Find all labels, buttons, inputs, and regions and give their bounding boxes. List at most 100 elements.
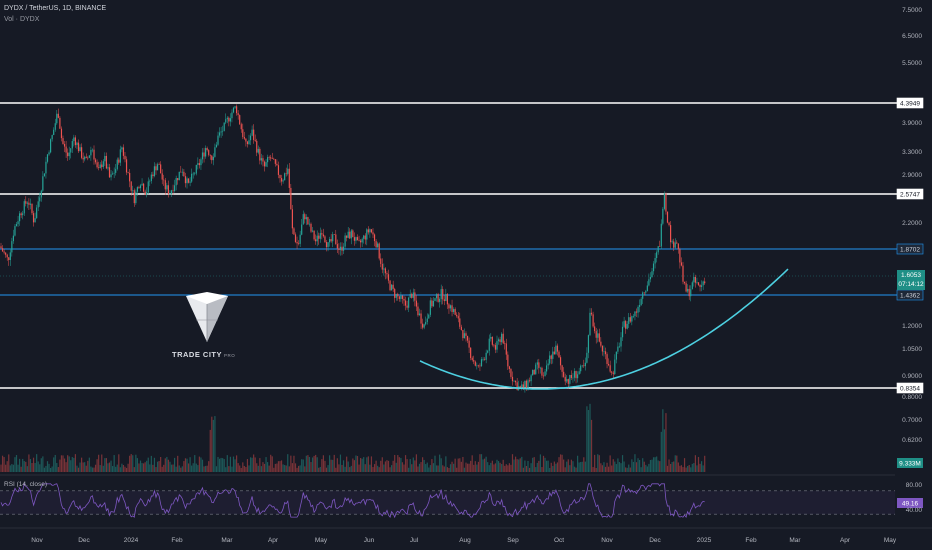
candle-body (477, 365, 479, 367)
candle-body (550, 355, 552, 359)
candle-body (659, 246, 661, 247)
volume-bar (9, 465, 11, 472)
volume-bar (6, 461, 8, 472)
candle-body (105, 155, 107, 169)
candle-body (307, 217, 309, 225)
candle-body (352, 230, 354, 238)
time-tick-label: Nov (601, 537, 613, 544)
candle-body (130, 181, 132, 191)
volume-bar (598, 455, 600, 472)
candle-body (606, 354, 608, 364)
candle-body (623, 321, 625, 327)
candle-body (253, 129, 255, 140)
price-tick-label: 0.6200 (902, 437, 922, 444)
candle-body (175, 178, 177, 186)
volume-bar (615, 464, 617, 472)
volume-bar (3, 457, 5, 472)
volume-bar (259, 458, 261, 472)
candle-body (408, 297, 410, 308)
volume-bar (418, 463, 421, 472)
volume-bar (280, 460, 283, 472)
volume-bar (34, 462, 36, 472)
candle-body (294, 234, 297, 242)
volume-bar (558, 457, 560, 472)
candle-body (76, 142, 78, 146)
volume-bar (360, 458, 362, 472)
candle-body (648, 279, 650, 286)
volume-bar (476, 464, 478, 472)
volume-bar (79, 462, 81, 472)
candle-body (671, 241, 673, 243)
candle-body (590, 312, 593, 315)
volume-bar (218, 458, 221, 472)
candle-body (98, 167, 100, 169)
volume-bar (389, 467, 391, 472)
volume-bar (90, 466, 92, 472)
time-tick-label: Apr (268, 537, 279, 544)
candle-body (666, 211, 669, 223)
volume-bar (612, 459, 614, 472)
candle-body (96, 162, 98, 168)
candle-body (316, 235, 318, 242)
candle-body (600, 341, 602, 346)
candle-body (46, 154, 49, 162)
volume-bar (105, 458, 107, 472)
volume-bar (150, 455, 152, 472)
candle-body (462, 329, 464, 339)
price-tick-label: 7.5000 (902, 7, 922, 14)
candle-body (383, 268, 385, 270)
candle-body (612, 372, 614, 375)
volume-bar (525, 465, 528, 472)
volume-bar (358, 464, 360, 472)
volume-bar (491, 460, 493, 472)
volume-badge (897, 458, 923, 468)
volume-bar (332, 459, 334, 472)
candle-body (209, 154, 211, 156)
volume-bar (660, 431, 662, 472)
candle-body (160, 164, 162, 174)
volume-bar (31, 462, 33, 472)
volume-bar (201, 459, 204, 472)
candle-body (116, 159, 118, 170)
candle-body (547, 363, 549, 366)
volume-bar (175, 466, 177, 472)
volume-bar (184, 458, 187, 472)
candle-body (482, 359, 484, 360)
volume-bar (666, 465, 669, 472)
rsi-line (0, 482, 705, 519)
volume-bar (451, 461, 453, 472)
candle-body (251, 129, 253, 136)
volume-bar (187, 463, 190, 472)
volume-bar (17, 464, 19, 472)
volume-bar (440, 458, 442, 472)
candle-body (198, 163, 200, 166)
candle-body (341, 246, 343, 251)
volume-bar (307, 455, 309, 472)
candle-body (164, 180, 166, 190)
candle-body (344, 235, 346, 247)
cup-curve[interactable] (419, 268, 789, 390)
volume-bar (93, 467, 95, 472)
candle-body (91, 149, 94, 151)
volume-bar (28, 454, 30, 472)
volume-bar (349, 467, 351, 472)
candle-body (101, 164, 103, 168)
volume-bar (133, 467, 135, 472)
candle-body (468, 340, 470, 348)
volume-bar (400, 457, 402, 472)
volume-bar (639, 459, 641, 472)
volume-bar (694, 455, 696, 472)
volume-bar (200, 457, 202, 472)
candle-body (284, 173, 286, 181)
candle-body (349, 231, 351, 239)
volume-bar (594, 454, 596, 472)
volume-bar (544, 457, 546, 472)
volume-bar (276, 463, 278, 472)
candle-body (311, 230, 314, 232)
candle-body (649, 277, 652, 280)
candle-body (538, 362, 540, 368)
price-tick-label: 5.5000 (902, 60, 922, 67)
candle-body (211, 155, 213, 161)
